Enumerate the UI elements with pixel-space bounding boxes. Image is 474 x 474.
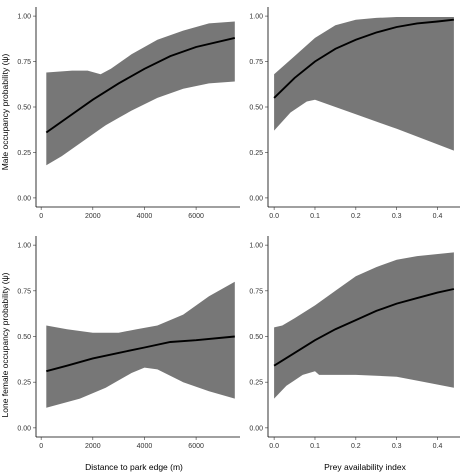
- y-tick-label: 1.00: [17, 14, 31, 21]
- x-axis-title-distance: Distance to park edge (m): [85, 462, 183, 472]
- panels: 0.000.250.500.751.000 2000 4000 60000.000.2…: [17, 7, 460, 450]
- x-tick-label: 0.1: [310, 213, 320, 220]
- x-tick-label: 0.0: [269, 213, 279, 220]
- y-tick-label: 0.50: [249, 334, 263, 341]
- confidence-band: [46, 21, 235, 166]
- panel-2: 0.00 0.25 0.50 0.75 1.00 0.0 0.1 0.2 0.3 0.4: [249, 7, 460, 220]
- y-tick-label: 0.75: [249, 59, 263, 66]
- confidence-band: [46, 281, 235, 408]
- x-tick-label: 0.2: [351, 443, 361, 450]
- x-axis-title-prey: Prey availability index: [324, 462, 406, 472]
- x-tick-label: 2000: [85, 443, 101, 450]
- y-tick-label: 1.00: [17, 243, 31, 250]
- confidence-band: [274, 252, 454, 399]
- x-tick-label: 4000: [137, 443, 153, 450]
- x-tick-label: 0: [39, 213, 43, 220]
- x-tick-label: 0.4: [433, 213, 443, 220]
- x-tick-label: 4000: [137, 213, 153, 220]
- x-tick-label: 0: [39, 443, 43, 450]
- panel-3: 0.00 0.25 0.50 0.75 1.00 0 2000 4000 6000: [17, 236, 240, 450]
- fitted-line: [273, 18, 455, 99]
- panel-1: 0.00 0.25 0.50 0.75 1.00 0 2000 4000 6000: [17, 7, 240, 220]
- fitted-line: [46, 335, 235, 373]
- y-tick-label: 0.50: [249, 105, 263, 112]
- y-tick-label: 0.50: [17, 334, 31, 341]
- x-tick-label: 0.3: [392, 443, 402, 450]
- y-tick-label: 0.00: [249, 195, 263, 202]
- y-tick-label: 0.25: [249, 380, 263, 387]
- y-axis-title-lone-female: Lone female occupancy probability (ψ): [0, 272, 10, 417]
- x-tick-label: 0.3: [392, 213, 402, 220]
- y-tick-label: 0.25: [249, 150, 263, 157]
- y-tick-label: 0.75: [17, 288, 31, 295]
- y-tick-label: 0.00: [17, 425, 31, 432]
- x-tick-label: 6000: [188, 443, 204, 450]
- y-tick-label: 0.00: [249, 425, 263, 432]
- y-tick-label: 0.75: [249, 288, 263, 295]
- panel-4: 0.00 0.25 0.50 0.75 1.00 0.0 0.1 0.2 0.3 0.4: [249, 236, 460, 450]
- x-tick-label: 0.4: [433, 443, 443, 450]
- fitted-line: [273, 288, 455, 367]
- y-tick-label: 0.00: [17, 195, 31, 202]
- y-tick-label: 0.50: [17, 105, 31, 112]
- fitted-line: [45, 36, 236, 134]
- x-tick-label: 0.0: [269, 443, 279, 450]
- x-tick-label: 0.1: [310, 443, 320, 450]
- y-tick-label: 0.75: [17, 59, 31, 66]
- x-tick-label: 2000: [85, 213, 101, 220]
- y-axis-title-male: Male occupancy probability (ψ): [0, 54, 10, 171]
- x-tick-label: 6000: [188, 213, 204, 220]
- y-tick-label: 0.25: [17, 150, 31, 157]
- y-tick-label: 1.00: [249, 243, 263, 250]
- y-tick-label: 1.00: [249, 14, 263, 21]
- y-tick-label: 0.25: [17, 380, 31, 387]
- x-tick-label: 0.2: [351, 213, 361, 220]
- confidence-band: [274, 17, 454, 151]
